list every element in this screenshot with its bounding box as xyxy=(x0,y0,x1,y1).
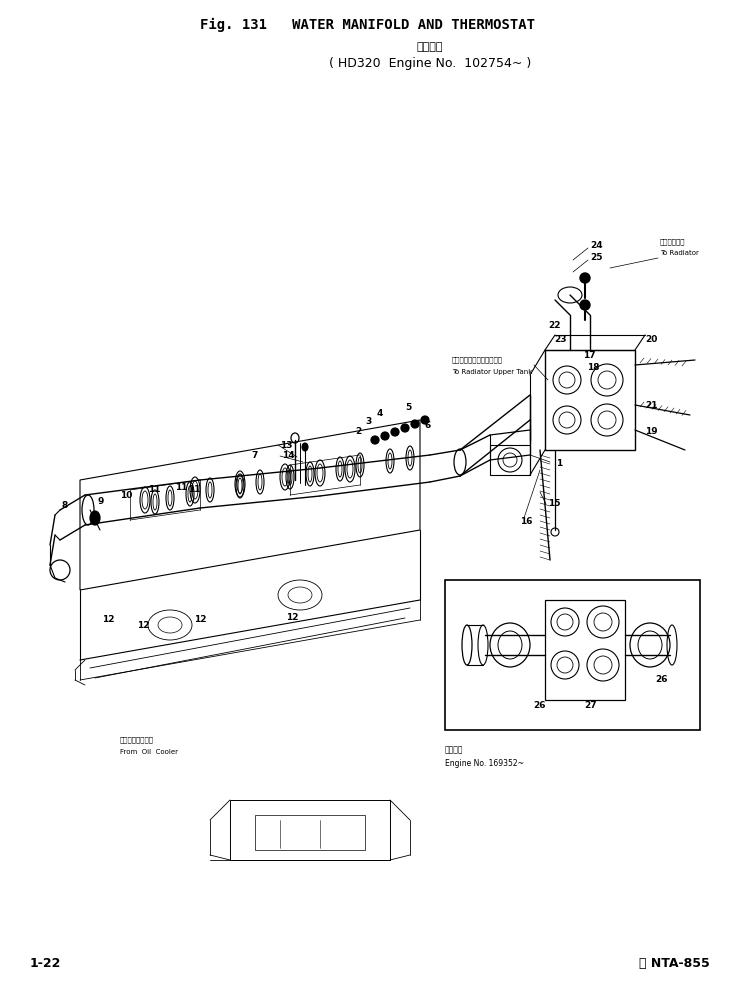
Text: 25: 25 xyxy=(590,252,603,261)
Bar xyxy=(545,600,625,700)
Text: 3: 3 xyxy=(366,418,372,426)
Text: 12: 12 xyxy=(102,615,114,624)
Text: 11: 11 xyxy=(148,486,161,494)
Text: オイルクーラから: オイルクーラから xyxy=(120,737,154,743)
Text: 通用号機: 通用号機 xyxy=(416,42,443,52)
Text: To Radiator: To Radiator xyxy=(660,250,699,256)
Text: 1: 1 xyxy=(556,458,562,468)
Text: 1-22: 1-22 xyxy=(30,957,61,970)
Text: 10: 10 xyxy=(120,491,133,500)
Text: 23: 23 xyxy=(554,336,567,344)
Bar xyxy=(445,580,700,730)
Ellipse shape xyxy=(90,511,100,525)
Text: 27: 27 xyxy=(584,700,597,710)
Text: Fig. 131   WATER MANIFOLD AND THERMOSTAT: Fig. 131 WATER MANIFOLD AND THERMOSTAT xyxy=(200,18,536,32)
Ellipse shape xyxy=(580,300,590,310)
Text: 7: 7 xyxy=(251,450,258,460)
Text: 18: 18 xyxy=(587,363,600,372)
Ellipse shape xyxy=(411,420,419,428)
Text: 26: 26 xyxy=(534,700,546,710)
Text: ⓓ NTA-855: ⓓ NTA-855 xyxy=(639,957,710,970)
Ellipse shape xyxy=(371,436,379,444)
Text: 11: 11 xyxy=(175,483,187,491)
Text: 12: 12 xyxy=(137,620,150,630)
Text: ラジエータへ: ラジエータへ xyxy=(660,239,685,245)
Text: 6: 6 xyxy=(425,420,431,430)
Text: ラジエータアッパタンクへ: ラジエータアッパタンクへ xyxy=(452,357,503,363)
Text: 5: 5 xyxy=(405,403,411,412)
Text: 15: 15 xyxy=(548,499,561,508)
Ellipse shape xyxy=(421,416,429,424)
Text: Engine No. 169352~: Engine No. 169352~ xyxy=(445,758,524,768)
Bar xyxy=(230,800,390,860)
Ellipse shape xyxy=(401,424,409,432)
Text: 26: 26 xyxy=(655,676,668,684)
Text: 8: 8 xyxy=(62,500,68,510)
Text: 17: 17 xyxy=(584,351,596,360)
Text: 19: 19 xyxy=(645,428,657,436)
Text: 13: 13 xyxy=(280,440,293,450)
Text: 21: 21 xyxy=(645,400,657,410)
Text: 9: 9 xyxy=(97,497,103,506)
Text: 24: 24 xyxy=(590,240,603,249)
Text: 14: 14 xyxy=(282,452,295,460)
Text: 16: 16 xyxy=(520,518,533,526)
Bar xyxy=(545,350,635,450)
Text: 12: 12 xyxy=(286,613,298,622)
Ellipse shape xyxy=(302,443,308,451)
Ellipse shape xyxy=(381,432,389,440)
Text: 22: 22 xyxy=(548,320,561,330)
Text: ( HD320  Engine No.  102754~ ): ( HD320 Engine No. 102754~ ) xyxy=(329,57,531,70)
Ellipse shape xyxy=(580,273,590,283)
Text: To Radiator Upper Tank: To Radiator Upper Tank xyxy=(452,369,532,375)
Text: 4: 4 xyxy=(377,410,383,418)
Bar xyxy=(255,815,365,850)
Text: 通用号機: 通用号機 xyxy=(445,746,464,754)
Bar xyxy=(490,445,530,475)
Text: 11: 11 xyxy=(188,486,200,494)
Text: 2: 2 xyxy=(356,428,362,436)
Text: 12: 12 xyxy=(194,615,206,624)
Text: From  Oil  Cooler: From Oil Cooler xyxy=(120,749,178,755)
Ellipse shape xyxy=(391,428,399,436)
Text: 20: 20 xyxy=(645,336,657,344)
